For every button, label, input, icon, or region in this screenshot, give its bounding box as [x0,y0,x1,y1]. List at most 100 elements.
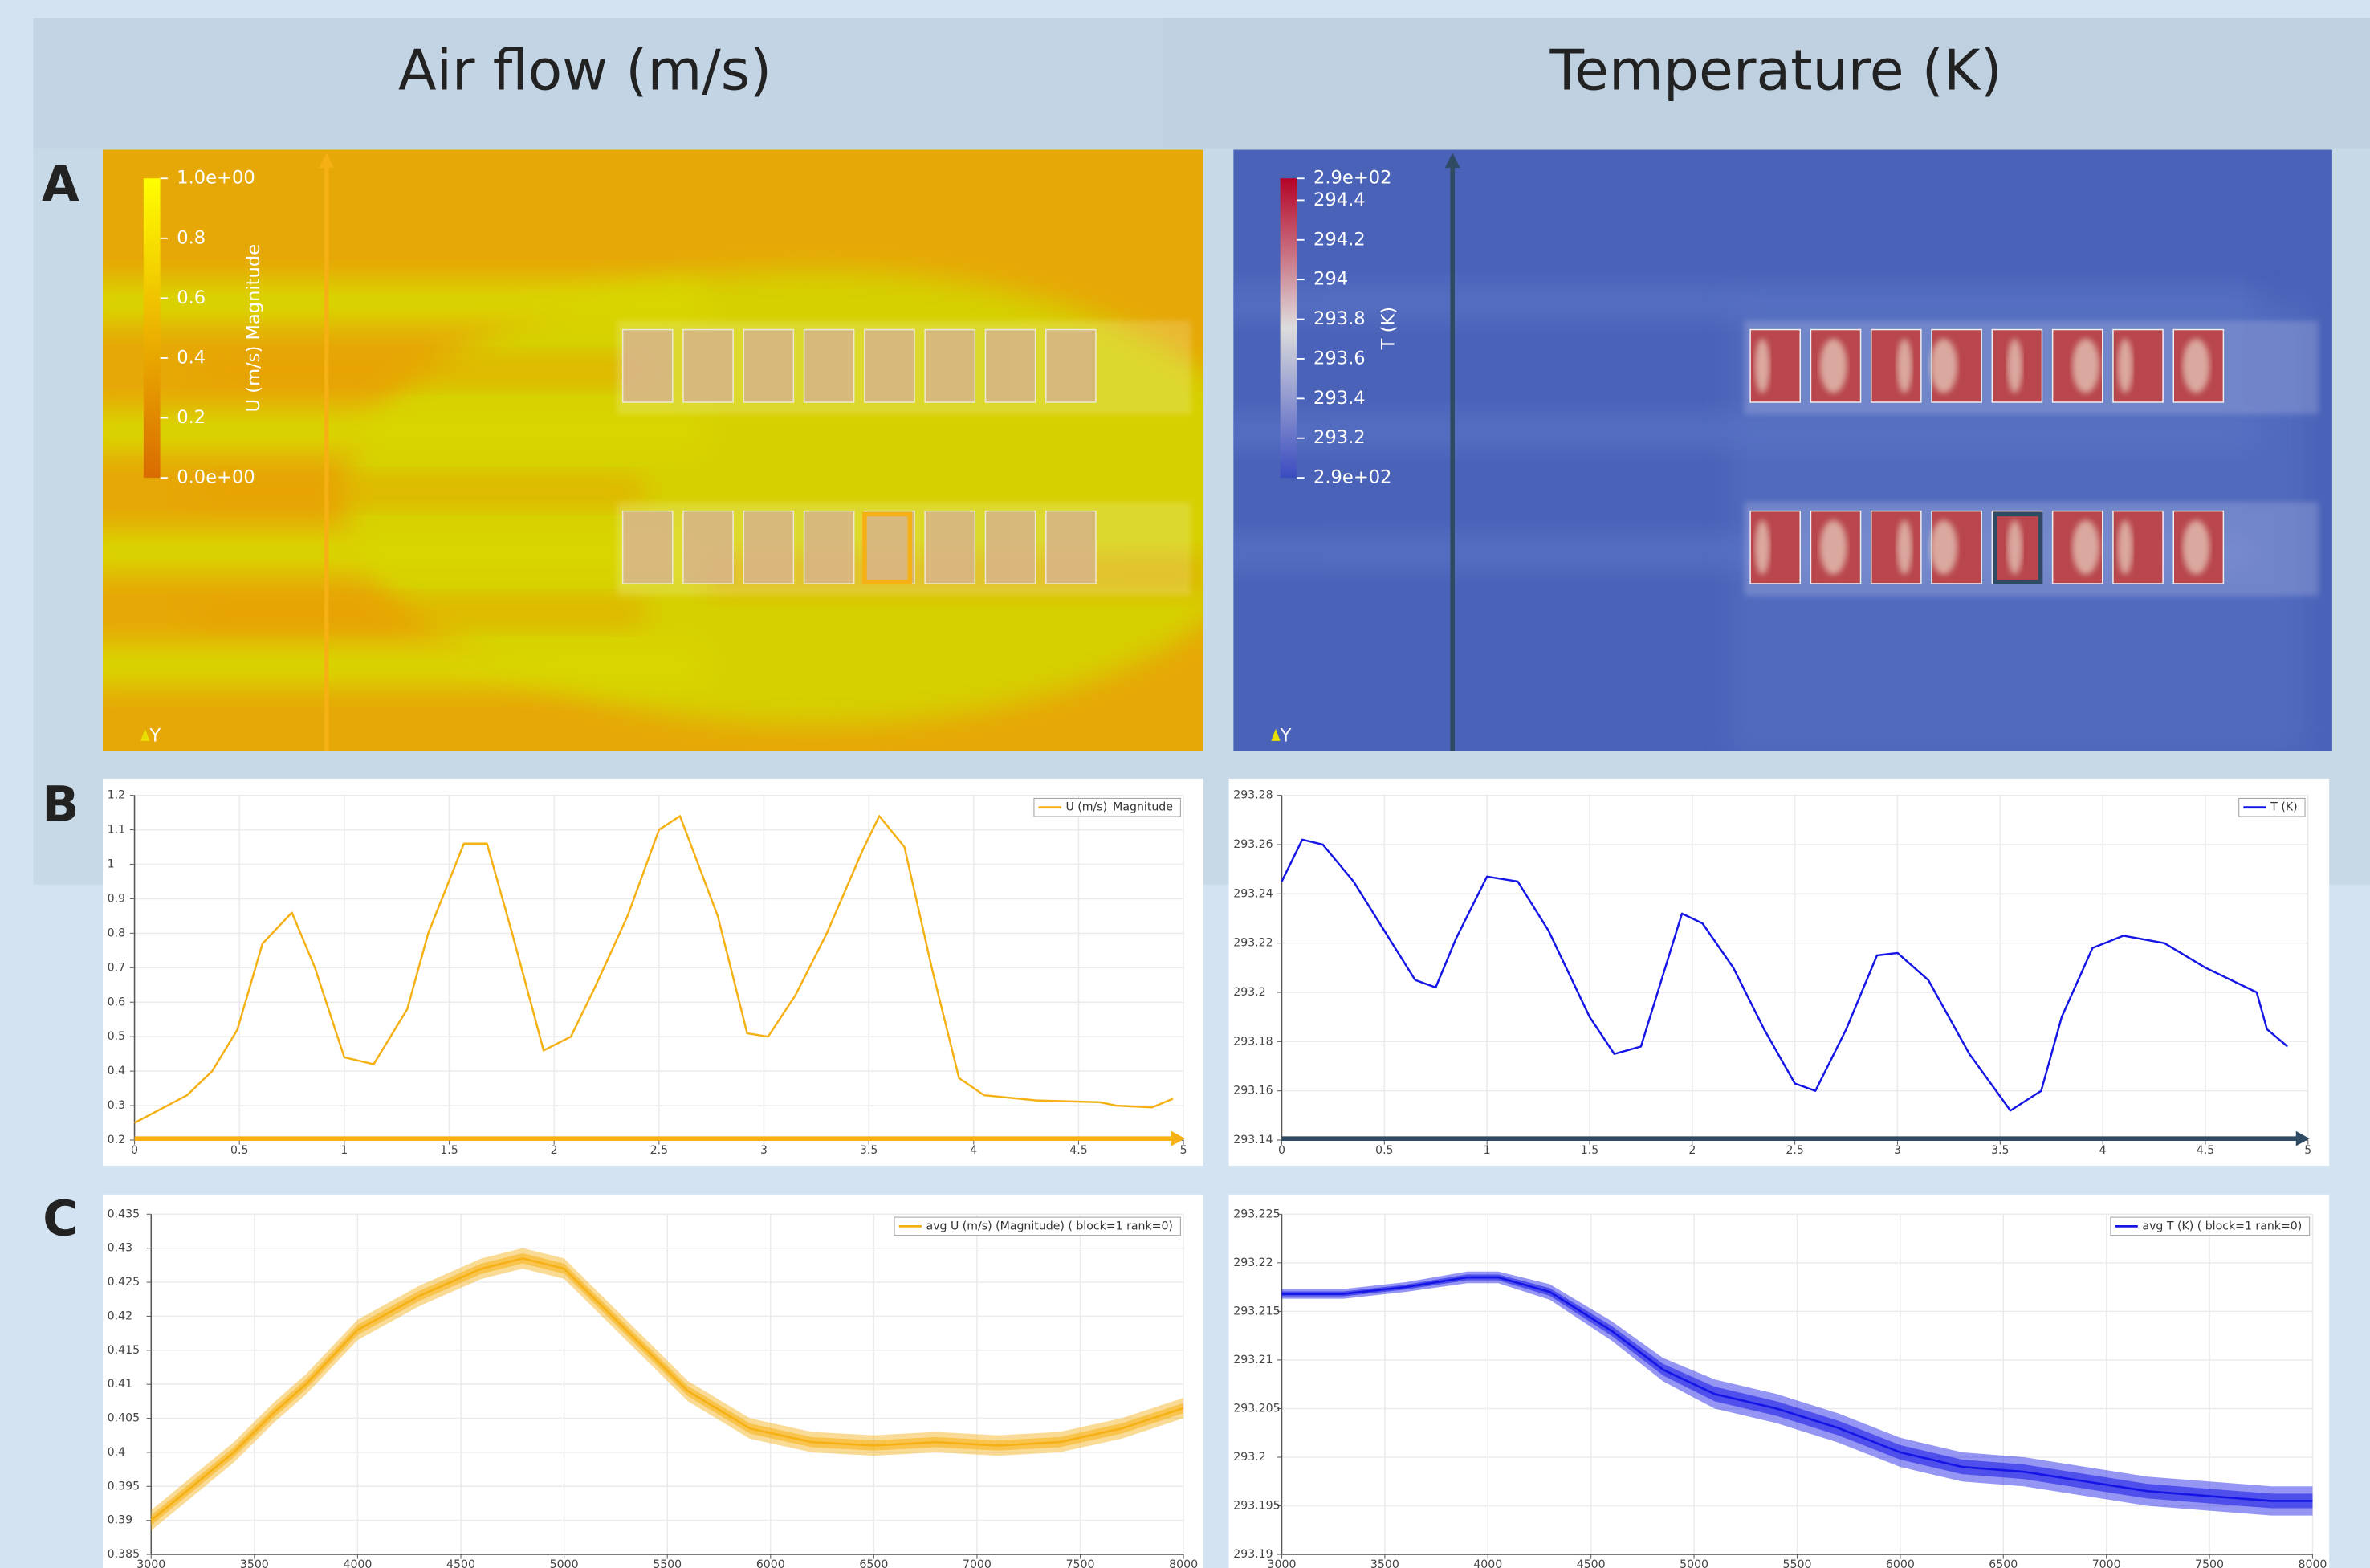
x-tick-label: 8000 [1169,1558,1198,1568]
block-swirl [1820,339,1847,393]
block [865,511,914,584]
y-tick-label: 0.385 [108,1548,140,1561]
block [985,330,1035,402]
legend-label: avg T (K) ( block=1 rank=0) [2142,1220,2302,1232]
colorbar-title: T (K) [1378,307,1399,350]
x-tick-label: 4 [2099,1144,2107,1157]
x-tick-label: 3 [1894,1144,1901,1157]
y-tick-label: 0.6 [108,996,125,1008]
chart-background [1229,779,2330,1166]
y-tick-label: 0.425 [108,1276,140,1289]
panel-label: C [43,1191,78,1247]
colorbar-label: 0.0e+00 [177,467,255,488]
x-tick-label: 0 [131,1144,138,1157]
block-swirl [1897,520,1912,575]
x-tick-label: 2.5 [650,1144,668,1157]
x-tick-label: 5500 [1783,1558,1812,1568]
x-tick-label: 2.5 [1786,1144,1803,1157]
colorbar-label: 0.8 [177,227,206,248]
chart: 0.20.30.40.50.60.70.80.911.11.200.511.52… [103,779,1203,1166]
x-tick-label: 5500 [653,1558,682,1568]
chart-background [1229,1195,2330,1568]
block-swirl [2007,339,2022,393]
flow-stripe [72,281,707,324]
y-tick-label: 293.195 [1233,1500,1280,1513]
flow-gap [193,601,647,625]
x-tick-label: 2 [551,1144,558,1157]
colorbar-label: 294.4 [1313,189,1366,210]
y-tick-label: 293.215 [1233,1305,1280,1318]
x-tick-label: 1.5 [440,1144,458,1157]
block-swirl [2118,520,2133,575]
x-tick-label: 5 [1180,1144,1187,1157]
block [683,511,733,584]
block-swirl [1755,520,1770,575]
y-tick-label: 0.41 [108,1378,132,1391]
block-swirl [1930,339,1957,393]
y-tick-label: 0.405 [108,1412,140,1425]
colorbar-label: 293.2 [1313,427,1366,448]
colorbar-label: 294.2 [1313,229,1366,250]
flow-stripe [72,531,707,573]
x-tick-label: 3000 [1268,1558,1297,1568]
y-tick-label: 0.415 [108,1344,140,1357]
y-tick-label: 293.24 [1233,887,1273,900]
x-tick-label: 4 [970,1144,977,1157]
x-tick-label: 4500 [1577,1558,1606,1568]
colorbar-label: 294 [1313,269,1348,290]
block-swirl [1930,520,1957,575]
y-tick-label: 0.5 [108,1030,125,1043]
page: {"headers": ["Air flow (m/s)", "Temperat… [0,0,2370,1568]
x-tick-label: 0.5 [1375,1144,1393,1157]
header: Temperature (K) [1549,38,2001,103]
y-tick-label: 0.3 [108,1099,125,1112]
flow-stripe [72,644,707,686]
y-tick-label: 293.205 [1233,1402,1280,1415]
x-tick-label: 3 [760,1144,768,1157]
x-tick-label: 6000 [756,1558,785,1568]
x-tick-label: 5 [2304,1144,2311,1157]
colorbar-label: 1.0e+00 [177,168,255,189]
x-tick-label: 3000 [136,1558,165,1568]
colorbar-label: 2.9e+02 [1313,168,1391,189]
colorbar-label: 293.6 [1313,348,1366,369]
chart-background [103,779,1203,1166]
heatmap-field [1203,149,2332,754]
block [623,511,673,584]
y-tick-label: 293.16 [1233,1085,1273,1098]
y-tick-label: 293.21 [1233,1354,1273,1366]
x-tick-label: 4.5 [1069,1144,1087,1157]
header: Air flow (m/s) [398,38,772,103]
x-tick-label: 6500 [859,1558,888,1568]
block [865,330,914,402]
y-tick-label: 0.395 [108,1480,140,1493]
block [804,330,854,402]
x-tick-label: 7000 [963,1558,992,1568]
block-swirl [2072,339,2099,393]
y-tick-label: 293.22 [1233,937,1273,950]
x-tick-label: 4000 [1473,1558,1502,1568]
y-tick-label: 0.43 [108,1242,132,1255]
flow-gap [193,479,647,503]
y-tick-label: 0.7 [108,961,125,974]
x-tick-label: 1.5 [1581,1144,1598,1157]
block [1046,330,1096,402]
y-tick-label: 1.2 [108,789,125,802]
x-tick-label: 3.5 [1991,1144,2009,1157]
block [623,330,673,402]
y-tick-label: 293.2 [1233,1451,1265,1464]
y-tick-label: 0.39 [108,1514,132,1527]
y-tick-label: 293.26 [1233,838,1273,851]
block-swirl [2183,520,2210,575]
block [1046,511,1096,584]
colorbar-label: 0.4 [177,347,206,368]
x-tick-label: 6000 [1886,1558,1915,1568]
x-tick-label: 0.5 [230,1144,248,1157]
chart: 0.3850.390.3950.40.4050.410.4150.420.425… [103,1195,1203,1568]
y-tick-label: 0.2 [108,1134,125,1146]
axis-label: Y [1280,726,1292,747]
x-tick-label: 7000 [2092,1558,2121,1568]
block [804,511,854,584]
block [683,330,733,402]
x-tick-label: 6500 [1989,1558,2018,1568]
